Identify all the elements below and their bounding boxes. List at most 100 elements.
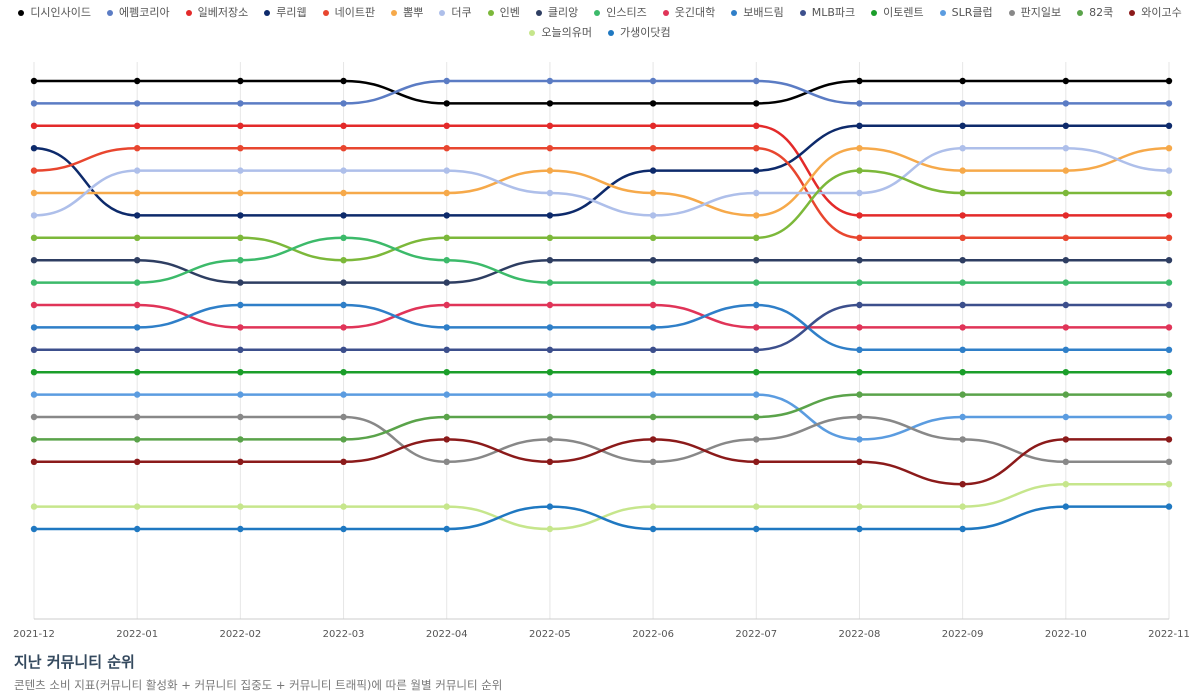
data-point[interactable] — [959, 77, 966, 85]
data-point[interactable] — [546, 324, 554, 331]
legend-item[interactable]: 인스티즈 — [594, 6, 647, 20]
data-point[interactable] — [133, 391, 141, 398]
series-line[interactable] — [32, 393, 1171, 441]
data-point[interactable] — [1165, 77, 1173, 85]
data-point[interactable] — [856, 525, 863, 533]
data-point[interactable] — [1165, 189, 1173, 197]
data-point[interactable] — [237, 324, 244, 331]
data-point[interactable] — [856, 212, 863, 219]
data-point[interactable] — [546, 189, 554, 197]
data-point[interactable] — [133, 100, 141, 107]
data-point[interactable] — [30, 167, 38, 174]
data-point[interactable] — [340, 369, 347, 376]
data-point[interactable] — [546, 503, 554, 510]
data-point[interactable] — [30, 413, 38, 421]
data-point[interactable] — [30, 324, 38, 331]
data-point[interactable] — [856, 145, 863, 152]
data-point[interactable] — [649, 346, 657, 353]
data-point[interactable] — [443, 503, 450, 510]
data-point[interactable] — [753, 301, 760, 309]
data-point[interactable] — [340, 167, 347, 174]
data-point[interactable] — [649, 122, 657, 129]
data-point[interactable] — [753, 324, 760, 331]
data-point[interactable] — [1062, 413, 1070, 421]
data-point[interactable] — [1165, 346, 1173, 353]
data-point[interactable] — [133, 145, 141, 152]
data-point[interactable] — [30, 436, 38, 443]
data-point[interactable] — [443, 525, 450, 533]
data-point[interactable] — [856, 346, 863, 353]
data-point[interactable] — [1165, 167, 1173, 174]
legend-item[interactable]: SLR클럽 — [939, 6, 993, 20]
data-point[interactable] — [856, 234, 863, 241]
data-point[interactable] — [546, 212, 554, 219]
data-point[interactable] — [546, 167, 554, 174]
data-point[interactable] — [959, 525, 966, 533]
legend-item[interactable]: 82쿡 — [1077, 6, 1113, 20]
data-point[interactable] — [340, 234, 347, 241]
data-point[interactable] — [546, 413, 554, 421]
data-point[interactable] — [649, 458, 657, 465]
data-point[interactable] — [753, 413, 760, 421]
data-point[interactable] — [237, 257, 244, 264]
data-point[interactable] — [959, 212, 966, 219]
data-point[interactable] — [546, 458, 554, 465]
data-point[interactable] — [133, 122, 141, 129]
data-point[interactable] — [340, 413, 347, 421]
data-point[interactable] — [649, 189, 657, 197]
legend-item[interactable]: 판지일보 — [1008, 6, 1061, 20]
legend-item[interactable]: 보배드림 — [731, 6, 784, 20]
data-point[interactable] — [237, 346, 244, 353]
data-point[interactable] — [959, 279, 966, 286]
data-point[interactable] — [959, 122, 966, 129]
data-point[interactable] — [649, 212, 657, 219]
data-point[interactable] — [237, 301, 244, 309]
legend-item[interactable]: 인벤 — [487, 6, 520, 20]
data-point[interactable] — [959, 503, 966, 510]
series-line[interactable] — [32, 236, 1171, 284]
data-point[interactable] — [1062, 212, 1070, 219]
data-point[interactable] — [133, 234, 141, 241]
legend-item[interactable]: 디시인사이드 — [18, 6, 91, 20]
data-point[interactable] — [237, 279, 244, 286]
data-point[interactable] — [959, 413, 966, 421]
data-point[interactable] — [237, 167, 244, 174]
data-point[interactable] — [959, 481, 966, 488]
data-point[interactable] — [959, 301, 966, 309]
data-point[interactable] — [546, 391, 554, 398]
data-point[interactable] — [443, 324, 450, 331]
data-point[interactable] — [1062, 100, 1070, 107]
data-point[interactable] — [1165, 324, 1173, 331]
data-point[interactable] — [1165, 413, 1173, 421]
data-point[interactable] — [443, 234, 450, 241]
series-line[interactable] — [32, 303, 1171, 352]
data-point[interactable] — [443, 369, 450, 376]
data-point[interactable] — [546, 257, 554, 264]
data-point[interactable] — [340, 279, 347, 286]
legend-item[interactable]: MLB파크 — [799, 6, 855, 20]
data-point[interactable] — [237, 145, 244, 152]
data-point[interactable] — [1165, 503, 1173, 510]
data-point[interactable] — [1062, 391, 1070, 398]
data-point[interactable] — [1165, 481, 1173, 488]
data-point[interactable] — [856, 189, 863, 197]
data-point[interactable] — [443, 212, 450, 219]
data-point[interactable] — [1062, 301, 1070, 309]
data-point[interactable] — [546, 234, 554, 241]
legend-item[interactable]: 루리웹 — [264, 6, 307, 20]
data-point[interactable] — [856, 324, 863, 331]
data-point[interactable] — [133, 279, 141, 286]
data-point[interactable] — [340, 301, 347, 309]
data-point[interactable] — [649, 503, 657, 510]
data-point[interactable] — [1165, 257, 1173, 264]
data-point[interactable] — [133, 413, 141, 421]
data-point[interactable] — [959, 391, 966, 398]
data-point[interactable] — [30, 77, 38, 85]
data-point[interactable] — [856, 167, 863, 174]
data-point[interactable] — [340, 458, 347, 465]
data-point[interactable] — [856, 301, 863, 309]
data-point[interactable] — [959, 167, 966, 174]
data-point[interactable] — [649, 324, 657, 331]
data-point[interactable] — [649, 525, 657, 533]
data-point[interactable] — [753, 391, 760, 398]
